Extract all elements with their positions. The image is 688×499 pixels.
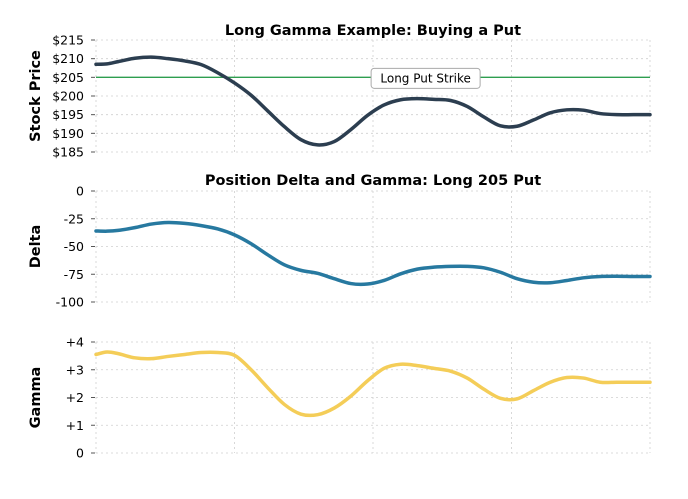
- gamma-ytick-label: +3: [66, 362, 84, 377]
- stock-price-ytick-label: $195: [52, 107, 84, 122]
- panel1-title: Long Gamma Example: Buying a Put: [225, 23, 521, 39]
- strike-annotation-label: Long Put Strike: [380, 71, 471, 85]
- gamma-ytick-label: +4: [66, 335, 84, 350]
- stock-price-ytick-label: $190: [52, 126, 84, 141]
- stock-price-series-line: [94, 55, 652, 147]
- panel2-title: Position Delta and Gamma: Long 205 Put: [205, 173, 541, 189]
- gamma-series-line: [94, 350, 652, 418]
- delta-panel: -100 -75 -50 -25 0 Delta: [28, 184, 652, 310]
- strike-annotation-box: [370, 67, 481, 89]
- delta-ytick-label: -100: [56, 295, 84, 310]
- delta-ytick-label: -75: [64, 267, 84, 282]
- gamma-ylabel: Gamma: [28, 367, 44, 429]
- gamma-panel: 0 +1 +2 +3 +4 Gamma: [28, 335, 652, 461]
- stock-price-ytick-label: $205: [52, 70, 84, 85]
- stock-price-ytick-label: $215: [52, 33, 84, 48]
- strike-annotation: Long Put Strike: [370, 67, 481, 89]
- delta-ytick-label: -50: [64, 239, 84, 254]
- gamma-ytick-label: +2: [66, 390, 84, 405]
- stock-price-panel: $185 $190 $195 $200 $205 $210 $215 Stock Price: [28, 33, 652, 160]
- gamma-ytick-label: +1: [66, 418, 84, 433]
- stock-price-ytick-label: $200: [52, 89, 84, 104]
- gamma-ytick-label: 0: [76, 446, 84, 461]
- delta-ytick-label: 0: [76, 184, 84, 199]
- delta-ylabel: Delta: [28, 225, 44, 269]
- stock-price-ylabel: Stock Price: [28, 50, 44, 142]
- stock-price-ytick-label: $185: [52, 145, 84, 160]
- delta-series-line: [94, 220, 652, 287]
- delta-ytick-label: -25: [64, 211, 84, 226]
- stock-price-ytick-label: $210: [52, 51, 84, 66]
